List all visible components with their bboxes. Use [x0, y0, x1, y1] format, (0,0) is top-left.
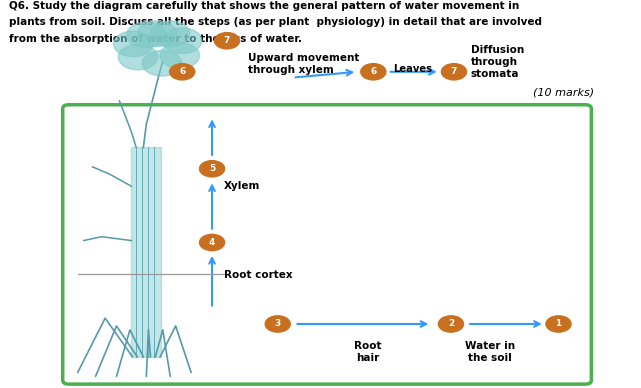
Circle shape: [361, 64, 386, 80]
Text: Diffusion
through
stomata: Diffusion through stomata: [470, 45, 524, 79]
Text: plants from soil. Discuss all the steps (as per plant  physiology) in detail tha: plants from soil. Discuss all the steps …: [9, 17, 542, 28]
Circle shape: [215, 33, 240, 49]
Text: 1: 1: [555, 319, 562, 329]
Circle shape: [119, 44, 158, 70]
Text: 2: 2: [448, 319, 454, 329]
Circle shape: [142, 50, 181, 76]
Text: Xylem: Xylem: [224, 181, 260, 191]
Text: 3: 3: [274, 319, 281, 329]
Circle shape: [265, 316, 290, 332]
Text: (10 marks): (10 marks): [533, 87, 594, 97]
Text: 7: 7: [224, 36, 230, 45]
Polygon shape: [131, 147, 162, 357]
Text: 6: 6: [179, 67, 185, 76]
Text: Root cortex: Root cortex: [224, 270, 293, 281]
Circle shape: [160, 43, 199, 68]
Circle shape: [199, 234, 224, 251]
Text: from the absorption of water to the loss of water.: from the absorption of water to the loss…: [9, 34, 302, 44]
Circle shape: [151, 21, 190, 47]
Circle shape: [170, 64, 195, 80]
Circle shape: [113, 31, 153, 57]
Circle shape: [438, 316, 463, 332]
Text: 6: 6: [370, 67, 376, 76]
Text: 4: 4: [209, 238, 215, 247]
Circle shape: [199, 161, 224, 177]
Circle shape: [162, 28, 202, 54]
Text: Leaves: Leaves: [393, 64, 431, 74]
Text: 7: 7: [451, 67, 457, 76]
Text: Water in
the soil: Water in the soil: [465, 341, 515, 363]
Text: 5: 5: [209, 164, 215, 173]
Circle shape: [546, 316, 571, 332]
Text: Q6. Study the diagram carefully that shows the general pattern of water movement: Q6. Study the diagram carefully that sho…: [9, 1, 519, 11]
Text: Upward movement
through xylem: Upward movement through xylem: [248, 53, 359, 75]
FancyBboxPatch shape: [63, 105, 592, 384]
Circle shape: [137, 21, 177, 47]
Text: Root
hair: Root hair: [354, 341, 381, 363]
Circle shape: [442, 64, 467, 80]
Circle shape: [127, 22, 166, 48]
